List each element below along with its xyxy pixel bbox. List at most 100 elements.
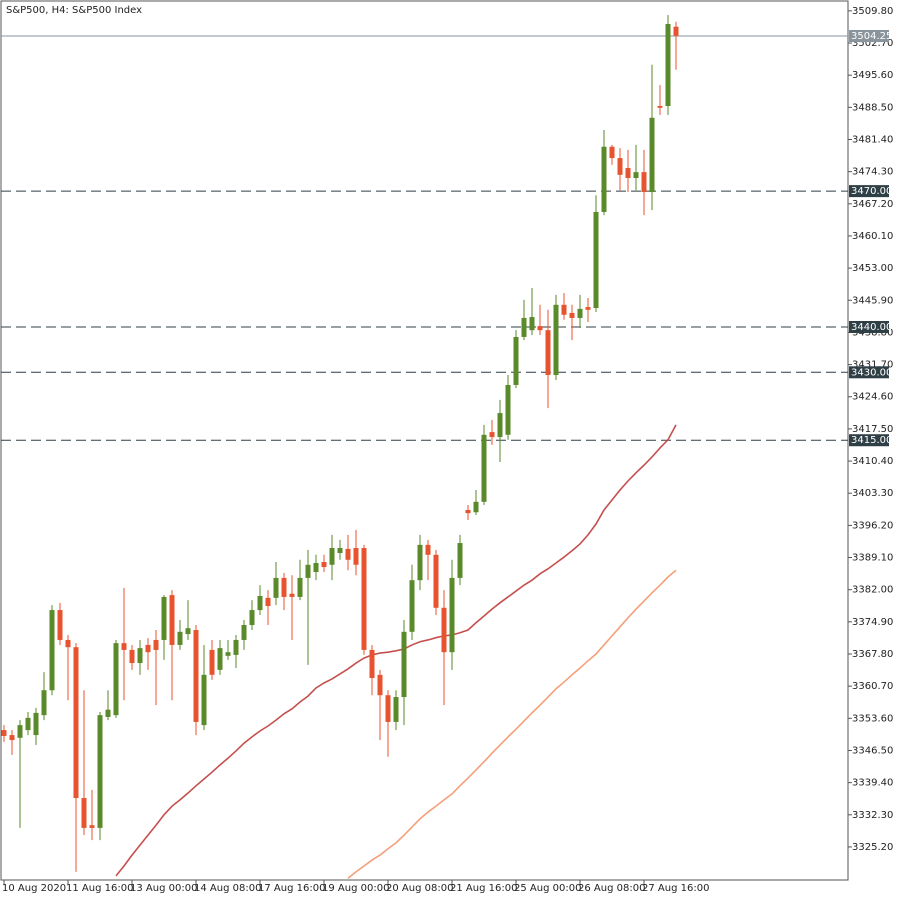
- candle-body: [385, 695, 391, 722]
- x-tick-label: 13 Aug 00:00: [130, 883, 197, 894]
- candle-body: [73, 647, 79, 799]
- candle-body: [393, 697, 399, 722]
- candle-body: [633, 172, 639, 178]
- y-tick-label: 3417.50: [852, 424, 893, 435]
- candle-body: [609, 146, 615, 159]
- candle-body: [209, 649, 215, 675]
- candle-body: [641, 172, 647, 193]
- x-tick-label: 26 Aug 08:00: [578, 883, 645, 894]
- y-tick-label: 3325.20: [852, 842, 893, 853]
- candle-body: [625, 168, 631, 178]
- candle-body: [673, 26, 679, 36]
- candle-body: [409, 580, 415, 632]
- candle-body: [105, 709, 111, 717]
- level-label-box: [849, 320, 889, 333]
- y-tick-label: 3424.60: [852, 392, 893, 403]
- candle-body: [121, 643, 127, 650]
- candle-body: [49, 610, 55, 691]
- candle-body: [321, 562, 327, 568]
- y-tick-label: 3488.50: [852, 102, 893, 113]
- y-tick-label: 3346.50: [852, 745, 893, 756]
- candle-body: [433, 554, 439, 608]
- candle-body: [273, 577, 279, 598]
- y-tick-label: 3460.10: [852, 231, 893, 242]
- candle-body: [33, 712, 39, 736]
- candle-body: [297, 577, 303, 597]
- candle-body: [89, 825, 95, 828]
- candle-body: [193, 629, 199, 722]
- y-tick-label: 3509.80: [852, 6, 893, 17]
- y-tick-label: 3339.40: [852, 778, 893, 789]
- candle-body: [361, 548, 367, 650]
- y-tick-label: 3367.80: [852, 649, 893, 660]
- candle-body: [449, 577, 455, 653]
- candle-body: [617, 158, 623, 175]
- candle-body: [585, 307, 591, 310]
- candle-body: [41, 690, 47, 716]
- y-tick-label: 3431.70: [852, 360, 893, 371]
- x-tick-label: 10 Aug 2020: [2, 883, 66, 894]
- level-label: 3415.00: [851, 435, 892, 446]
- candle-body: [537, 326, 543, 331]
- candle-body: [329, 548, 335, 565]
- level-label-box: [849, 434, 889, 447]
- candle-body: [481, 434, 487, 502]
- candle-body: [441, 607, 447, 653]
- candle-body: [241, 625, 247, 640]
- candle-body: [577, 308, 583, 318]
- candle-body: [25, 717, 31, 731]
- candle-body: [225, 652, 231, 656]
- y-tick-label: 3502.70: [852, 38, 893, 49]
- candle-body: [281, 577, 287, 597]
- candle-body: [177, 631, 183, 645]
- candle-body: [553, 304, 559, 376]
- candle-body: [249, 610, 255, 626]
- y-tick-label: 3389.10: [852, 553, 893, 564]
- candle-body: [185, 628, 191, 635]
- level-label: 3430.00: [851, 367, 892, 378]
- candle-body: [81, 798, 87, 828]
- candle-body: [473, 501, 479, 513]
- moving-average: [347, 569, 677, 879]
- candle-body: [257, 596, 263, 611]
- y-tick-label: 3374.90: [852, 617, 893, 628]
- x-tick-label: 11 Aug 16:00: [66, 883, 133, 894]
- level-label: 3440.00: [851, 322, 892, 333]
- y-tick-label: 3403.30: [852, 488, 893, 499]
- current-price-box: [849, 30, 889, 43]
- y-tick-label: 3481.40: [852, 134, 893, 145]
- candle-body: [425, 544, 431, 555]
- level-label-box: [849, 366, 889, 379]
- candle-body: [521, 317, 527, 337]
- y-tick-label: 3445.90: [852, 295, 893, 306]
- candle-body: [65, 639, 71, 648]
- x-tick-label: 19 Aug 00:00: [322, 883, 389, 894]
- y-tick-label: 3410.40: [852, 456, 893, 467]
- candle-body: [345, 548, 351, 560]
- candle-body: [569, 312, 575, 318]
- candle-body: [497, 413, 503, 438]
- candle-body: [169, 595, 175, 645]
- candle-body: [377, 674, 383, 696]
- candle-body: [161, 596, 167, 640]
- y-tick-label: 3495.60: [852, 70, 893, 81]
- y-tick-label: 3382.00: [852, 585, 893, 596]
- candle-body: [137, 648, 143, 664]
- candle-body: [217, 648, 223, 670]
- candle-body: [529, 317, 535, 331]
- x-tick-label: 27 Aug 16:00: [642, 883, 709, 894]
- candle-body: [561, 304, 567, 315]
- candle-body: [201, 674, 207, 726]
- candle-body: [601, 146, 607, 212]
- candle-body: [265, 597, 271, 606]
- y-tick-label: 3353.60: [852, 713, 893, 724]
- candle-body: [593, 211, 599, 308]
- candle-body: [665, 24, 671, 106]
- candle-body: [545, 330, 551, 376]
- candle-body: [97, 715, 103, 828]
- candle-body: [337, 548, 343, 554]
- candle-body: [417, 544, 423, 581]
- candle-body: [305, 564, 311, 578]
- y-tick-label: 3474.30: [852, 167, 893, 178]
